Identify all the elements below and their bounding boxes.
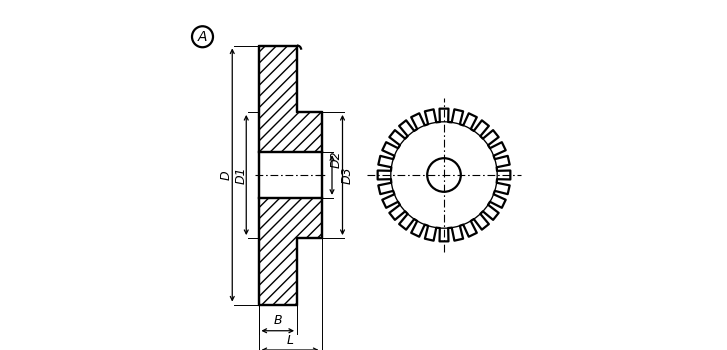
- Text: B: B: [273, 314, 282, 328]
- Text: D2: D2: [330, 150, 343, 168]
- Polygon shape: [259, 46, 321, 152]
- Text: A: A: [198, 30, 207, 44]
- Text: D: D: [220, 170, 233, 180]
- Text: L: L: [286, 334, 294, 347]
- Polygon shape: [259, 198, 321, 304]
- Text: D3: D3: [340, 166, 353, 184]
- Text: D1: D1: [235, 166, 247, 184]
